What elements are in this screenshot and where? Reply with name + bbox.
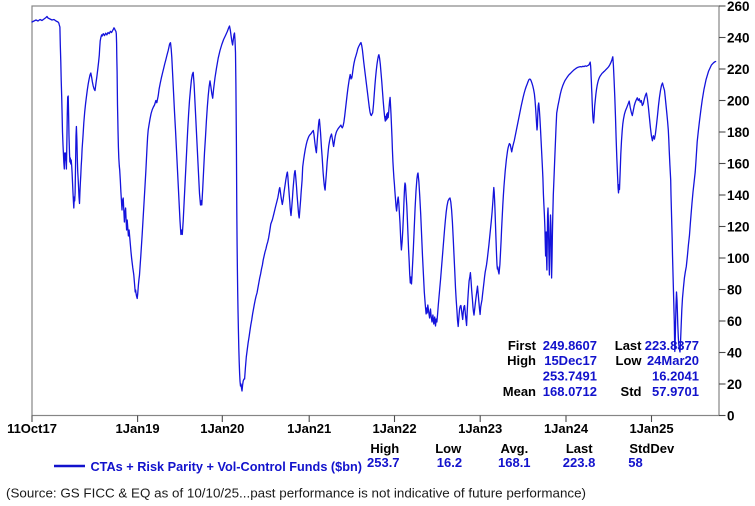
svg-text:1Jan24: 1Jan24 (544, 421, 589, 436)
svg-text:24Mar20: 24Mar20 (647, 353, 699, 368)
svg-text:253.7: 253.7 (367, 455, 400, 470)
svg-text:80: 80 (727, 282, 742, 297)
svg-text:57.9701: 57.9701 (652, 384, 699, 399)
svg-text:First: First (508, 338, 537, 353)
svg-text:Std: Std (621, 384, 642, 399)
svg-text:1Jan20: 1Jan20 (200, 421, 244, 436)
svg-text:1Jan19: 1Jan19 (116, 421, 160, 436)
svg-text:16.2: 16.2 (437, 455, 462, 470)
svg-text:High: High (507, 353, 536, 368)
svg-text:200: 200 (727, 93, 750, 108)
svg-text:160: 160 (727, 156, 750, 171)
svg-text:168.0712: 168.0712 (543, 384, 597, 399)
svg-text:1Jan25: 1Jan25 (629, 421, 673, 436)
svg-text:260: 260 (727, 0, 750, 14)
svg-text:100: 100 (727, 251, 750, 266)
svg-text:223.8: 223.8 (563, 455, 596, 470)
svg-text:CTAs + Risk Parity + Vol-Contr: CTAs + Risk Parity + Vol-Control Funds (… (91, 459, 363, 474)
svg-text:1Jan23: 1Jan23 (458, 421, 502, 436)
svg-text:(Source: GS FICC & EQ as of 10: (Source: GS FICC & EQ as of 10/10/25...p… (6, 486, 586, 501)
svg-text:58: 58 (628, 455, 642, 470)
svg-text:249.8607: 249.8607 (543, 338, 597, 353)
svg-text:11Oct17: 11Oct17 (7, 421, 57, 436)
svg-text:High: High (370, 441, 399, 456)
svg-text:Low: Low (435, 441, 462, 456)
svg-text:StdDev: StdDev (629, 441, 675, 456)
svg-text:16.2041: 16.2041 (652, 369, 699, 384)
svg-text:Last: Last (566, 441, 593, 456)
svg-text:Mean: Mean (503, 384, 536, 399)
svg-text:240: 240 (727, 30, 750, 45)
svg-text:180: 180 (727, 125, 750, 140)
svg-text:253.7491: 253.7491 (543, 369, 597, 384)
svg-text:Avg.: Avg. (501, 441, 529, 456)
svg-text:60: 60 (727, 314, 742, 329)
svg-text:1Jan21: 1Jan21 (287, 421, 331, 436)
svg-text:140: 140 (727, 188, 750, 203)
svg-text:40: 40 (727, 345, 742, 360)
svg-text:168.1: 168.1 (498, 455, 531, 470)
svg-text:120: 120 (727, 219, 750, 234)
svg-text:Low: Low (616, 353, 643, 368)
svg-text:0: 0 (727, 408, 735, 423)
svg-text:1Jan22: 1Jan22 (372, 421, 416, 436)
svg-text:Last: Last (615, 338, 642, 353)
svg-text:220: 220 (727, 62, 750, 77)
svg-text:20: 20 (727, 377, 742, 392)
svg-text:223.8377: 223.8377 (645, 338, 699, 353)
svg-text:15Dec17: 15Dec17 (544, 353, 597, 368)
